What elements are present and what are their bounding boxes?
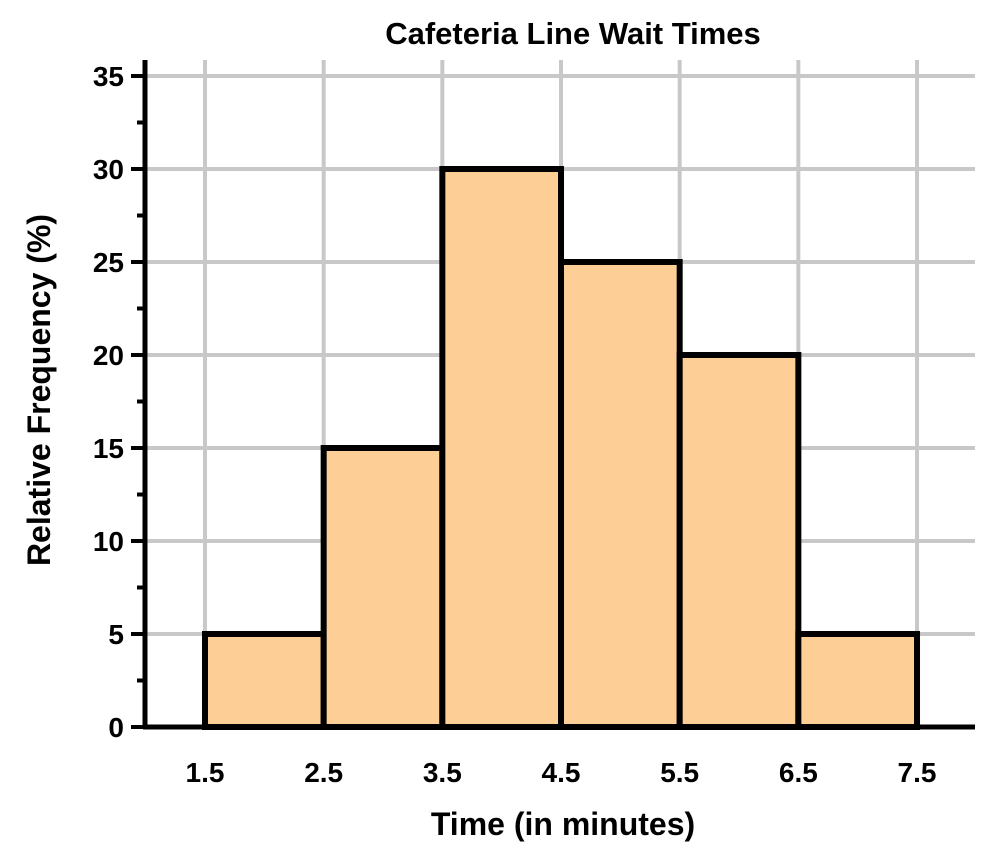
y-tick-label: 30 [93,154,124,185]
histogram-bar [676,352,802,730]
histogram-bar [439,166,565,730]
y-tick-label: 35 [93,61,124,92]
histogram-bar [795,631,921,730]
x-tick-label: 3.5 [423,757,462,788]
y-tick-label: 10 [93,526,124,557]
y-tick-label: 25 [93,247,124,278]
x-tick-labels: 1.5 2.5 3.5 4.5 5.5 6.5 7.5 [186,757,937,788]
y-axis-label: Relative Frequency (%) [21,214,57,566]
axes [131,60,975,730]
x-axis-label: Time (in minutes) [431,806,695,842]
y-tick-label: 5 [108,619,124,650]
y-tick-label: 15 [93,433,124,464]
y-tick-label: 0 [108,712,124,743]
bars [202,166,921,730]
x-tick-label: 6.5 [779,757,818,788]
y-tick-label: 20 [93,340,124,371]
histogram-bar [320,445,446,730]
y-tick-labels: 0 5 10 15 20 25 30 35 [93,61,124,743]
x-tick-label: 5.5 [660,757,699,788]
chart-title: Cafeteria Line Wait Times [385,16,761,51]
x-tick-label: 4.5 [542,757,581,788]
x-tick-label: 2.5 [304,757,343,788]
histogram-bar [202,631,327,730]
x-tick-label: 7.5 [898,757,937,788]
histogram-bar [558,259,683,730]
x-tick-label: 1.5 [186,757,225,788]
